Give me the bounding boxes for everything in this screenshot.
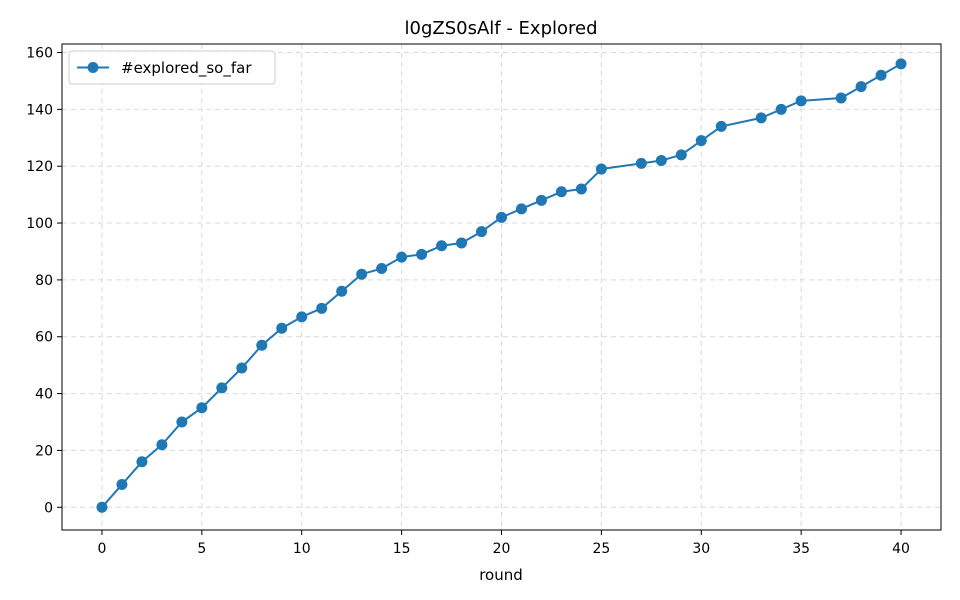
data-point [156, 439, 168, 451]
data-point [635, 157, 647, 169]
data-point [675, 149, 687, 161]
x-tick-label: 20 [493, 541, 511, 557]
x-tick-label: 5 [197, 541, 206, 557]
data-point [236, 362, 248, 374]
legend: #explored_so_far [68, 50, 276, 85]
x-tick-label: 35 [792, 541, 810, 557]
data-point [296, 311, 308, 323]
data-point [496, 211, 507, 223]
x-tick-label: 30 [692, 541, 710, 557]
x-tick-label: 0 [97, 541, 106, 557]
y-tick-label: 60 [35, 330, 53, 346]
ticks: 0 5 10 15 20 25 30 35 40 0 20 40 60 80 100 120 140 160 [26, 46, 910, 557]
x-tick-label: 25 [592, 541, 610, 557]
legend-label: #explored_so_far [121, 59, 252, 78]
data-point [316, 302, 328, 314]
data-point [336, 285, 348, 297]
y-tick-label: 0 [44, 500, 53, 516]
grid [62, 44, 941, 530]
y-tick-label: 140 [26, 102, 53, 118]
y-tick-label: 120 [26, 159, 53, 175]
data-point [136, 456, 148, 468]
data-point [835, 92, 847, 104]
data-point [356, 268, 368, 280]
data-point [875, 69, 887, 81]
data-point [476, 226, 488, 238]
data-point [436, 240, 448, 252]
data-point [795, 95, 807, 107]
data-point [695, 135, 707, 147]
data-point [775, 103, 787, 115]
y-tick-label: 100 [26, 216, 53, 232]
data-point [715, 120, 727, 132]
data-point [655, 155, 667, 167]
x-tick-label: 15 [393, 541, 411, 557]
data-point [176, 416, 188, 428]
y-tick-label: 40 [35, 387, 53, 403]
data-point [595, 163, 607, 175]
series [96, 58, 907, 513]
data-point [396, 251, 408, 263]
y-tick-label: 20 [35, 443, 53, 459]
x-tick-label: 40 [892, 541, 910, 557]
x-tick-label: 10 [293, 541, 311, 557]
data-point [376, 263, 388, 275]
data-point [116, 479, 128, 491]
data-point [855, 81, 867, 93]
data-point [755, 112, 767, 124]
data-point [895, 58, 907, 70]
data-point [416, 248, 428, 260]
data-point [456, 237, 468, 249]
x-axis-label: round [479, 566, 523, 584]
data-point [196, 402, 208, 414]
data-point [96, 501, 108, 513]
data-point [535, 194, 547, 206]
y-tick-label: 160 [26, 46, 53, 62]
data-point [575, 183, 587, 195]
data-point [276, 322, 288, 334]
data-point [216, 382, 228, 394]
data-point [555, 186, 567, 198]
legend-marker-swatch [87, 62, 99, 73]
y-tick-label: 80 [35, 273, 53, 289]
data-point [256, 339, 268, 351]
data-point [515, 203, 527, 215]
legend-box [68, 50, 276, 85]
chart-title: l0gZS0sAlf - Explored [404, 18, 597, 39]
